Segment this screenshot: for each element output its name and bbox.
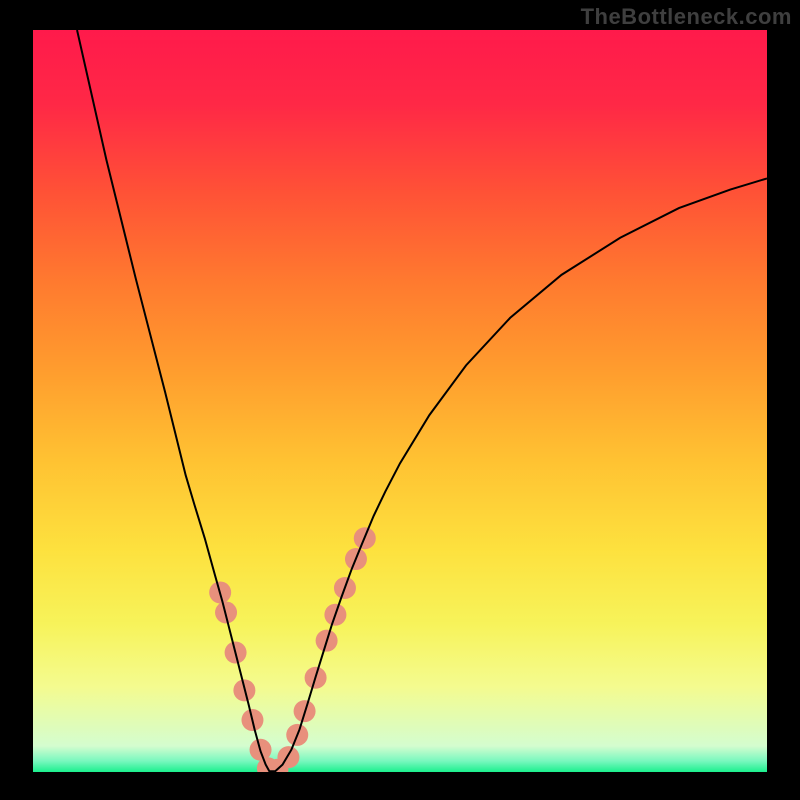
gradient-background [33, 30, 767, 772]
watermark-text: TheBottleneck.com [581, 4, 792, 30]
curve-marker [277, 746, 299, 768]
chart-container: TheBottleneck.com [0, 0, 800, 800]
chart-svg [0, 0, 800, 800]
